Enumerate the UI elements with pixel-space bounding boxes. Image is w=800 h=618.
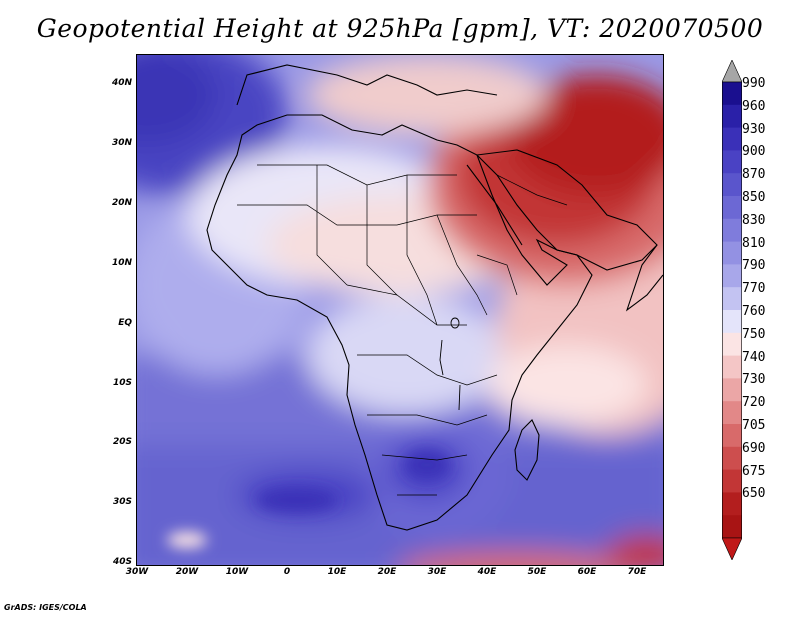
lat-tick-eq: EQ: [118, 318, 132, 328]
lon-tick-10e: 10E: [327, 567, 347, 577]
colorbar-bin: [722, 446, 742, 471]
colorbar-bin: [722, 469, 742, 493]
coastlines: [206, 64, 663, 531]
colorbar-bin: [722, 82, 742, 106]
lon-tick-60e: 60E: [577, 567, 597, 577]
colorbar-bin: [722, 492, 742, 516]
colorbar: 990 960 930 900 870 850 830 810 790 770 760 750 740 7…: [722, 60, 792, 560]
colorbar-bin: [722, 287, 742, 311]
colorbar-label: 900: [742, 144, 766, 160]
colorbar-label: 770: [742, 281, 766, 297]
field-shading: [137, 55, 663, 565]
colorbar-bin: [722, 173, 742, 197]
lat-tick-20n: 20N: [111, 198, 132, 208]
colorbar-label: 850: [742, 190, 766, 205]
lakes: [439, 317, 461, 411]
colorbar-bin: [722, 127, 742, 151]
geopotential-map: [137, 55, 663, 565]
colorbar-bin: [722, 218, 742, 243]
colorbar-bin: [722, 424, 742, 448]
colorbar-label: 810: [742, 235, 766, 251]
colorbar-label: 790: [742, 258, 766, 274]
colorbar-bin: [722, 104, 742, 129]
colorbar-label: 720: [742, 395, 766, 411]
country-borders: [237, 164, 568, 496]
lat-tick-10s: 10S: [112, 378, 132, 388]
lon-tick-20w: 20W: [175, 567, 199, 577]
lon-tick-30e: 30E: [427, 567, 447, 577]
map-plot-area: [136, 54, 664, 566]
lon-tick-40e: 40E: [477, 567, 497, 577]
grads-credit: GrADS: IGES/COLA: [4, 603, 87, 612]
colorbar-bin: [722, 150, 742, 174]
colorbar-label: 650: [742, 486, 766, 502]
colorbar-label: 830: [742, 212, 766, 228]
colorbar-label: 930: [742, 121, 766, 137]
lat-tick-10n: 10N: [111, 258, 132, 268]
colorbar-bin: [722, 310, 742, 334]
colorbar-label: 690: [742, 440, 766, 456]
colorbar-label: 870: [742, 167, 766, 183]
colorbar-label: 750: [742, 326, 766, 342]
lon-tick-10w: 10W: [225, 567, 249, 577]
lon-tick-70e: 70E: [627, 567, 647, 577]
colorbar-label: 730: [742, 372, 766, 388]
colorbar-bin: [722, 241, 742, 265]
colorbar-label: 740: [742, 349, 766, 365]
lat-tick-30s: 30S: [112, 497, 132, 507]
lat-tick-30n: 30N: [111, 138, 132, 148]
colorbar-over-arrow: [722, 60, 742, 83]
colorbar-bin: [722, 196, 742, 220]
lat-tick-40n: 40N: [111, 78, 132, 88]
colorbar-bin: [722, 355, 742, 379]
lon-tick-30w: 30W: [125, 567, 149, 577]
colorbar-under-arrow: [722, 537, 742, 560]
colorbar-bin: [722, 264, 742, 288]
chart-title: Geopotential Height at 925hPa [gpm], VT:…: [36, 14, 764, 43]
colorbar-label: 675: [742, 463, 766, 479]
lat-tick-20s: 20S: [112, 437, 132, 447]
lon-tick-0: 0: [283, 567, 291, 577]
colorbar-label: 960: [742, 98, 766, 114]
colorbar-label: 705: [742, 418, 766, 433]
lon-tick-50e: 50E: [527, 567, 547, 577]
colorbar-bin: [722, 378, 742, 402]
colorbar-bin: [722, 332, 742, 357]
colorbar-bin: [722, 515, 742, 539]
colorbar-label: 760: [742, 304, 766, 319]
lat-tick-40s: 40S: [112, 557, 132, 567]
lon-tick-20e: 20E: [377, 567, 397, 577]
colorbar-label: 990: [742, 76, 766, 91]
colorbar-bin: [722, 401, 742, 425]
colorbar-swatches: [722, 60, 742, 560]
